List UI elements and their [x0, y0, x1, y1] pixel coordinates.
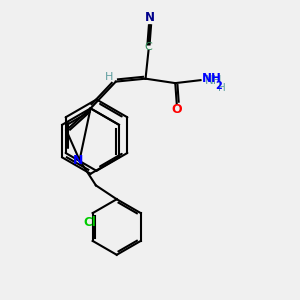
Text: 2: 2: [215, 80, 221, 91]
Text: NH: NH: [205, 74, 223, 87]
Text: N: N: [73, 154, 83, 166]
Text: O: O: [171, 103, 182, 116]
Text: C: C: [145, 43, 152, 52]
Text: Cl: Cl: [83, 215, 96, 229]
Text: NH: NH: [202, 72, 222, 85]
Text: H: H: [218, 82, 226, 93]
Text: N: N: [145, 11, 155, 24]
Text: H: H: [105, 72, 113, 82]
